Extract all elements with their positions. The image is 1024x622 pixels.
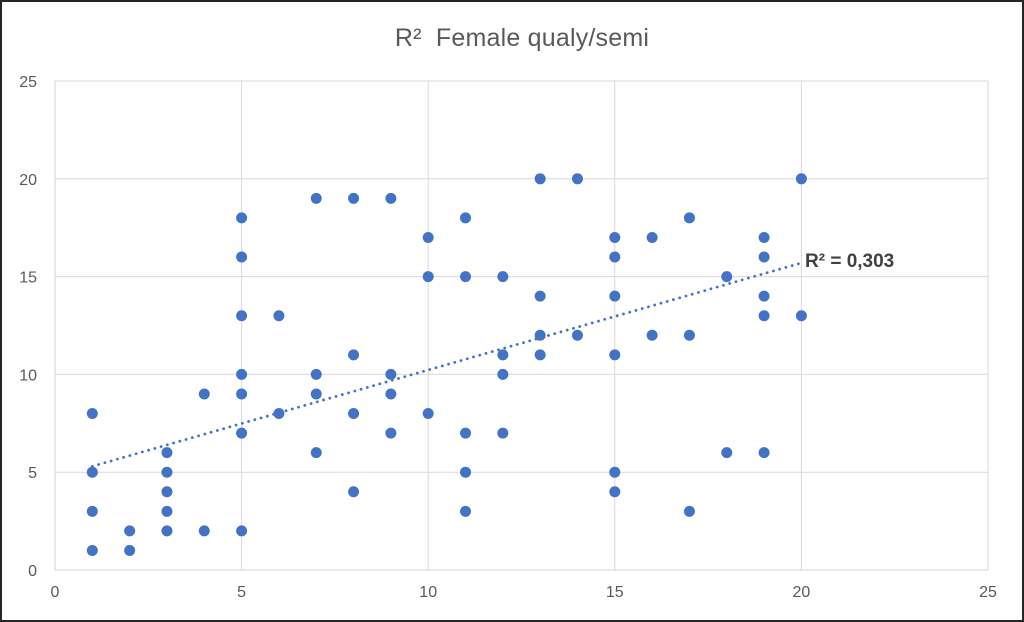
data-point[interactable] (497, 349, 509, 361)
data-point[interactable] (646, 231, 658, 243)
data-point[interactable] (310, 192, 322, 204)
data-point[interactable] (683, 505, 695, 517)
data-point[interactable] (683, 329, 695, 341)
data-point[interactable] (236, 427, 248, 439)
data-point[interactable] (385, 388, 397, 400)
data-point[interactable] (609, 349, 621, 361)
data-point[interactable] (124, 525, 136, 537)
data-point[interactable] (422, 231, 434, 243)
data-point[interactable] (609, 486, 621, 498)
data-point[interactable] (124, 544, 136, 556)
data-point[interactable] (161, 486, 173, 498)
y-axis-tick-label: 10 (19, 367, 37, 384)
data-point[interactable] (534, 329, 546, 341)
data-point[interactable] (236, 212, 248, 224)
data-point[interactable] (571, 173, 583, 185)
x-axis-tick-label: 15 (606, 584, 624, 601)
data-point[interactable] (273, 310, 285, 322)
data-point[interactable] (721, 271, 733, 283)
data-point[interactable] (460, 427, 472, 439)
data-point[interactable] (385, 368, 397, 380)
data-point[interactable] (534, 173, 546, 185)
data-point[interactable] (460, 466, 472, 478)
data-point[interactable] (161, 466, 173, 478)
data-point[interactable] (534, 290, 546, 302)
data-point[interactable] (236, 388, 248, 400)
x-axis-tick-label: 20 (793, 584, 811, 601)
data-point[interactable] (422, 408, 434, 420)
data-point[interactable] (683, 212, 695, 224)
data-point[interactable] (646, 329, 658, 341)
y-axis-tick-label: 20 (19, 172, 37, 189)
x-axis-tick-label: 25 (979, 584, 997, 601)
data-point[interactable] (758, 251, 770, 263)
data-point[interactable] (460, 271, 472, 283)
data-point[interactable] (609, 290, 621, 302)
data-point[interactable] (161, 505, 173, 517)
data-point[interactable] (497, 271, 509, 283)
data-point[interactable] (609, 466, 621, 478)
data-point[interactable] (385, 192, 397, 204)
data-point[interactable] (273, 408, 285, 420)
data-point[interactable] (198, 525, 210, 537)
data-point[interactable] (422, 271, 434, 283)
data-point[interactable] (758, 310, 770, 322)
y-axis-tick-label: 0 (28, 563, 37, 580)
data-point[interactable] (348, 486, 360, 498)
data-point[interactable] (348, 349, 360, 361)
data-point[interactable] (310, 388, 322, 400)
data-point[interactable] (86, 544, 98, 556)
data-point[interactable] (460, 212, 472, 224)
data-point[interactable] (236, 525, 248, 537)
data-point[interactable] (571, 329, 583, 341)
data-point[interactable] (236, 310, 248, 322)
data-point[interactable] (497, 368, 509, 380)
data-point[interactable] (385, 427, 397, 439)
data-point[interactable] (310, 368, 322, 380)
x-axis-tick-label: 5 (237, 584, 246, 601)
data-point[interactable] (609, 251, 621, 263)
data-point[interactable] (161, 447, 173, 459)
x-axis-tick-label: 10 (419, 584, 437, 601)
data-point[interactable] (795, 173, 807, 185)
data-point[interactable] (348, 408, 360, 420)
trendline-r2-label[interactable]: R² = 0,303 (805, 251, 895, 272)
data-point[interactable] (236, 251, 248, 263)
data-point[interactable] (236, 368, 248, 380)
data-point[interactable] (198, 388, 210, 400)
data-point[interactable] (86, 408, 98, 420)
data-point[interactable] (460, 505, 472, 517)
x-axis-tick-label: 0 (51, 584, 60, 601)
data-point[interactable] (721, 447, 733, 459)
y-axis-tick-label: 15 (19, 270, 37, 287)
trendline[interactable] (90, 261, 803, 468)
data-point[interactable] (86, 466, 98, 478)
data-point[interactable] (534, 349, 546, 361)
data-point[interactable] (758, 290, 770, 302)
data-point[interactable] (609, 231, 621, 243)
chart-title[interactable]: R² Female qualy/semi (394, 24, 650, 52)
data-point[interactable] (161, 525, 173, 537)
y-axis-tick-label: 5 (28, 465, 37, 482)
data-point[interactable] (348, 192, 360, 204)
data-point[interactable] (86, 505, 98, 517)
y-axis-tick-label: 25 (19, 74, 37, 91)
data-point[interactable] (497, 427, 509, 439)
data-point[interactable] (758, 231, 770, 243)
data-point[interactable] (795, 310, 807, 322)
data-point[interactable] (758, 447, 770, 459)
data-point[interactable] (310, 447, 322, 459)
